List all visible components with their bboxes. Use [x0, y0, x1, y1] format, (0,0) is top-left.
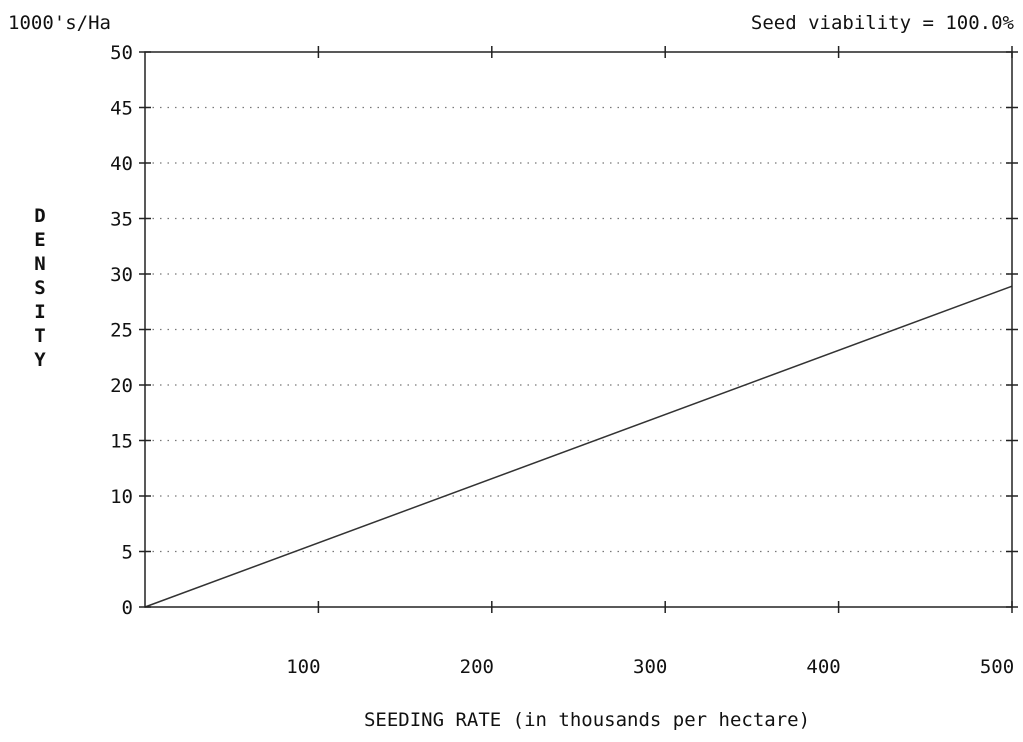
series-layer — [144, 285, 1013, 608]
y-tick-labels: 0 5 10 15 20 25 30 35 40 45 50 — [110, 42, 133, 619]
y-tick-label: 25 — [110, 320, 133, 342]
y-tick-label: 40 — [110, 153, 133, 175]
y-tick-label: 45 — [110, 98, 133, 120]
x-tick-label: 400 — [806, 656, 840, 678]
viability-annotation: Seed viability = 100.0% — [751, 12, 1015, 34]
x-tick-label: 200 — [460, 656, 494, 678]
y-axis-title-letter: S — [34, 277, 45, 299]
y-tick-label: 5 — [122, 542, 133, 564]
y-axis-title-letter: T — [34, 325, 45, 347]
grid-lines — [145, 106, 1012, 553]
x-tick-labels: 100 200 300 400 500 — [286, 656, 1014, 678]
y-axis-title-letter: I — [34, 301, 45, 323]
plot-frame — [144, 51, 1013, 608]
y-tick-label: 35 — [110, 209, 133, 231]
y-tick-label: 20 — [110, 375, 133, 397]
units-label: 1000's/Ha — [8, 12, 111, 34]
y-tick-label: 30 — [110, 264, 133, 286]
y-tick-label: 15 — [110, 431, 133, 453]
x-tick-label: 100 — [286, 656, 320, 678]
y-axis-title-letter: D — [34, 205, 45, 227]
y-axis-title-letter: Y — [34, 349, 46, 371]
y-tick-label: 50 — [110, 42, 133, 64]
x-tick-label: 300 — [633, 656, 667, 678]
series-line — [144, 285, 1013, 608]
tick-marks — [139, 46, 1018, 613]
y-axis-title-letter: N — [34, 253, 45, 275]
x-axis-title: SEEDING RATE (in thousands per hectare) — [364, 709, 810, 731]
y-tick-label: 0 — [122, 597, 133, 619]
y-axis-title-letter: E — [34, 229, 45, 251]
x-tick-label: 500 — [980, 656, 1014, 678]
y-tick-label: 10 — [110, 486, 133, 508]
